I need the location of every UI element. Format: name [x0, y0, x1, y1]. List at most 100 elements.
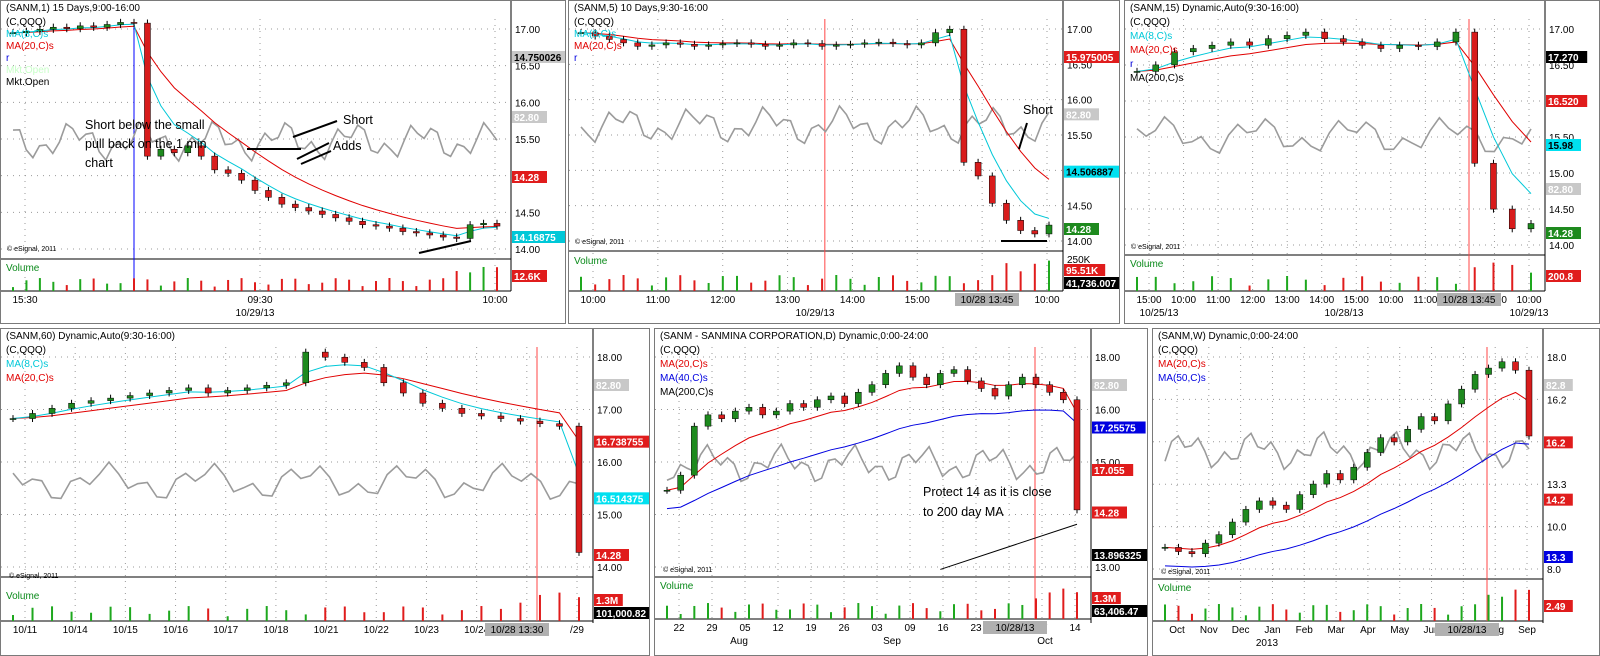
ma40-line — [1164, 442, 1530, 568]
price-tag-box — [1092, 464, 1134, 476]
volume-label-p6: Volume — [1158, 583, 1192, 594]
chart-panel-5min[interactable]: 17.0016.5016.0015.5015.0014.5014.0010:00… — [568, 0, 1120, 324]
candle-body — [1208, 44, 1216, 49]
candle-body — [1188, 551, 1196, 554]
price-tag-box — [1544, 551, 1573, 563]
volume-tag-box — [594, 594, 623, 606]
volume-bar — [246, 608, 249, 621]
volume-bar — [12, 615, 14, 621]
volume-bar — [1436, 277, 1439, 291]
volume-bar — [884, 613, 887, 619]
candle-body — [1452, 31, 1460, 43]
x-tick-label: 14:00 — [840, 295, 865, 306]
chart-svg-p2: 17.0016.5016.0015.5015.0014.5014.0010:00… — [569, 1, 1119, 319]
volume-bar — [480, 606, 483, 621]
chart-title-p6: (SANM,W) Dynamic,0:00-24:00 — [1158, 331, 1299, 342]
x-tick-label: 10/24 — [464, 625, 489, 636]
candle-body — [691, 43, 698, 47]
candle-body — [841, 395, 848, 404]
y-tick-label: 16.00 — [515, 98, 540, 109]
y-tick-label: 17.00 — [597, 406, 622, 417]
volume-tag-box — [1064, 264, 1106, 276]
volume-bar — [806, 285, 809, 291]
candle-body — [773, 410, 780, 416]
candle-body — [466, 224, 474, 239]
x-tick-label: 23 — [970, 623, 982, 634]
chart-panel-60min[interactable]: 18.00 17.00 16.00 15.00 14.00 10/11 10/14 10/15… — [0, 328, 650, 656]
volume-bar — [912, 603, 914, 619]
candle-body — [989, 175, 996, 204]
volume-bar — [966, 603, 969, 619]
candle-body — [458, 408, 466, 414]
volume-bar — [455, 271, 458, 291]
candle-body — [776, 44, 783, 47]
volume-bar — [133, 278, 135, 291]
x-date-label: 10/25/13 — [1140, 308, 1179, 319]
chart-panel-weekly[interactable]: 18.0 16.2 14.2 13.3 10.0 8.0 Oct Nov Dec Jan Feb Ma… — [1152, 328, 1600, 656]
x-tick-label: Feb — [1296, 625, 1314, 636]
legend-item: MA(8,C)s — [6, 359, 49, 370]
x-tick-label: 10:00 — [482, 295, 507, 306]
volume-bar — [871, 606, 873, 619]
volume-bar — [1154, 276, 1157, 291]
candle-body — [318, 210, 326, 215]
x-tick-label: 12:00 — [1240, 295, 1265, 306]
candle-body — [903, 43, 911, 46]
price-tag-label: 15.975005 — [1066, 53, 1114, 64]
candle-body — [1256, 500, 1263, 510]
price-tag-box — [1092, 549, 1147, 561]
volume-tag-label: 63,406.47 — [1094, 607, 1139, 618]
candle-body — [165, 390, 173, 394]
x-tick-label: Nov — [1200, 625, 1218, 636]
chart-panel-1min[interactable]: 17.0016.5016.0015.5015.0014.5014.0015:30… — [0, 0, 566, 324]
candle-body — [332, 214, 339, 219]
x-tick-label: 09:30 — [247, 295, 272, 306]
candle-body — [103, 24, 111, 28]
candle-body — [1527, 223, 1535, 230]
volume-bar — [1229, 278, 1232, 291]
volume-bar — [1514, 589, 1517, 621]
candle-body — [1073, 399, 1081, 511]
copyright: © eSignal, 2011 — [663, 567, 713, 574]
candle-body — [157, 149, 165, 157]
volume-bar — [622, 275, 625, 291]
annotation-line-2: to 200 day MA — [923, 505, 1004, 519]
x-marker-label: 10/28/13 — [996, 623, 1035, 634]
volume-tag-label: 1.3M — [1094, 594, 1116, 605]
price-tag-label: 16.520 — [1548, 97, 1579, 108]
annotation-line-1: Protect 14 as it is close — [923, 485, 1052, 499]
candle-body — [224, 390, 231, 394]
candle-body — [677, 42, 684, 45]
price-tag-box — [594, 549, 629, 561]
volume-bar — [863, 284, 866, 291]
x-tick-label: 05 — [739, 623, 751, 634]
chart-panel-daily[interactable]: 18.0016.0015.0014.0013.00222905121926030… — [654, 328, 1148, 656]
chart-panel-15min[interactable]: 17.0016.5016.0015.5015.0014.5014.0015:00… — [1124, 0, 1600, 324]
candle-body — [68, 402, 75, 409]
candle-body — [960, 28, 968, 163]
volume-bar — [1048, 260, 1050, 291]
volume-bar — [1021, 604, 1024, 619]
candle-body — [790, 42, 797, 46]
y-tick-label: 16.50 — [515, 62, 540, 73]
candle-body — [359, 221, 366, 225]
x-tick-label: 10/21 — [314, 625, 339, 636]
volume-bar — [186, 278, 189, 291]
candle-body — [932, 32, 939, 44]
x-date-label: Sep — [883, 636, 901, 647]
volume-bar — [1007, 603, 1010, 619]
chart-title-p3: (SANM,15) Dynamic,Auto(9:30-16:00) — [1130, 3, 1299, 14]
volume-bar — [1454, 283, 1457, 291]
x-tick-label: Oct — [1169, 625, 1185, 636]
volume-bar — [1062, 588, 1065, 619]
volume-bar — [402, 606, 405, 621]
x-date-label: Oct — [1037, 636, 1053, 647]
volume-bar — [778, 275, 781, 291]
x-tick-label: 11:00 — [646, 295, 671, 306]
short-pointer-line — [292, 120, 338, 138]
volume-bar — [1164, 604, 1166, 621]
volume-bar — [665, 277, 668, 291]
volume-bar — [106, 283, 109, 291]
y-tick-label: 17.00 — [515, 25, 540, 36]
volume-bar — [925, 608, 928, 619]
